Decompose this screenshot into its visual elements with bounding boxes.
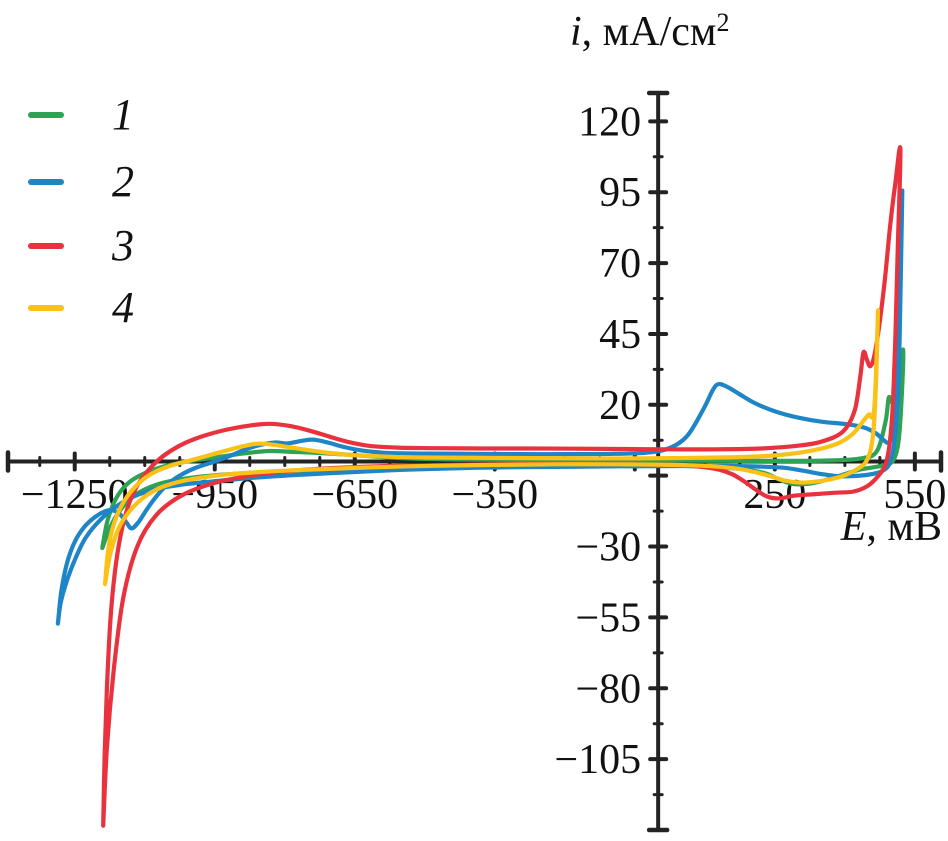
curve-2 <box>55 188 905 626</box>
legend-swatch-2 <box>28 179 64 185</box>
y-tick-label: −30 <box>575 525 641 571</box>
y-tick-label: −80 <box>575 666 641 712</box>
x-tick-label: −350 <box>451 472 538 518</box>
legend-item-4: 4 <box>22 280 134 336</box>
x-axis-units: , мВ <box>866 504 942 550</box>
y-axis-symbol: i <box>570 9 582 55</box>
y-tick-label: 95 <box>599 170 641 216</box>
legend-label: 1 <box>112 90 134 139</box>
y-axis-title: i, мА/см2 <box>570 8 729 56</box>
y-axis-superscript: 2 <box>716 8 730 37</box>
legend-label: 3 <box>112 221 134 270</box>
legend-swatch-1 <box>28 112 64 118</box>
y-tick-label: 45 <box>599 312 641 358</box>
x-tick-label: −650 <box>311 472 398 518</box>
x-axis-title: E, мВ <box>841 503 942 551</box>
legend-swatch-4 <box>28 305 64 311</box>
y-tick-label: 70 <box>599 241 641 287</box>
legend-label: 4 <box>112 283 134 332</box>
x-tick-label: 550 <box>883 472 946 518</box>
y-tick-label: 120 <box>578 99 641 145</box>
legend: 1 2 3 4 <box>22 86 192 346</box>
legend-item-1: 1 <box>22 87 134 143</box>
y-tick-label: −55 <box>575 595 641 641</box>
legend-swatch-3 <box>28 243 64 249</box>
y-axis-units: , мА/см <box>581 9 717 55</box>
y-tick-label: 20 <box>599 383 641 429</box>
y-tick-label: −105 <box>554 737 641 783</box>
legend-label: 2 <box>112 157 134 206</box>
legend-item-2: 2 <box>22 154 134 210</box>
curve-4 <box>103 308 881 587</box>
x-axis-symbol: E <box>840 504 867 550</box>
legend-item-3: 3 <box>22 218 134 274</box>
